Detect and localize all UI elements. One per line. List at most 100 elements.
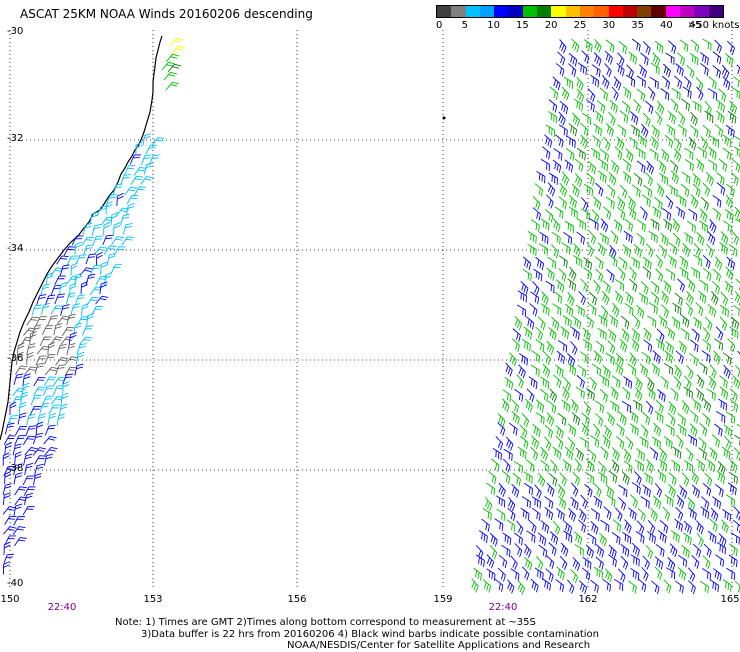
wind-barb: [581, 567, 591, 581]
wind-barb: [55, 356, 69, 366]
wind-barb: [66, 313, 76, 326]
wind-barb: [502, 532, 512, 546]
wind-barb: [727, 338, 736, 353]
wind-barb: [24, 366, 38, 376]
lon-label-162: 162: [578, 594, 598, 605]
wind-barb: [22, 475, 35, 486]
wind-barb: [76, 343, 87, 355]
wind-barb: [732, 375, 740, 390]
wind-barb: [659, 447, 668, 462]
wind-barb: [552, 520, 561, 535]
wind-barb: [486, 482, 496, 496]
wind-barb: [642, 555, 650, 570]
wind-barb: [576, 88, 585, 103]
wind-barb: [549, 388, 557, 403]
wind-barb: [638, 292, 648, 306]
wind-barb: [521, 338, 531, 352]
wind-barb: [617, 568, 626, 583]
wind-barb: [698, 362, 708, 375]
wind-barb: [728, 471, 738, 485]
wind-barb: [677, 111, 686, 126]
wind-barb: [514, 316, 523, 331]
wind-barb: [673, 75, 683, 90]
wind-barb: [734, 580, 740, 595]
wind-barb: [44, 353, 56, 365]
wind-barb: [622, 244, 632, 258]
wind-barb: [524, 543, 532, 558]
wind-barb: [624, 218, 633, 232]
wind-barb: [606, 269, 615, 283]
wind-barb: [611, 459, 620, 474]
wind-barb: [734, 365, 740, 380]
wind-barb: [679, 485, 688, 499]
wind-barb: [43, 453, 54, 466]
lon-label-165: 165: [720, 594, 740, 605]
wind-barb: [714, 256, 723, 271]
wind-barb: [696, 458, 706, 472]
wind-barb: [666, 326, 676, 341]
wind-barb: [719, 386, 729, 400]
wind-barb: [585, 471, 595, 485]
wind-barb: [699, 220, 709, 234]
wind-barb: [572, 556, 581, 571]
wind-barb: [551, 231, 561, 245]
wind-barb: [524, 556, 533, 571]
wind-barb: [599, 232, 609, 246]
wind-barb: [556, 508, 565, 522]
wind-barb: [583, 183, 594, 197]
wind-barb: [605, 352, 615, 366]
legend-swatch: [594, 6, 609, 17]
wind-barb: [714, 124, 724, 138]
wind-barb: [527, 243, 537, 256]
wind-barb: [535, 399, 545, 413]
wind-barb: [639, 64, 648, 79]
wind-barb: [609, 99, 618, 114]
wind-barb: [593, 123, 603, 137]
wind-barb: [668, 401, 677, 415]
wind-barb: [538, 243, 549, 256]
wind-barb: [541, 291, 549, 306]
wind-barb: [608, 470, 618, 484]
wind-barb: [628, 206, 637, 221]
island-dot: [442, 116, 446, 120]
wind-barb: [727, 110, 737, 124]
wind-barb: [2, 506, 16, 515]
wind-barb: [701, 568, 712, 581]
wind-barb: [647, 520, 656, 535]
wind-barb: [724, 280, 733, 295]
wind-barb: [56, 255, 69, 265]
wind-barb: [17, 342, 25, 356]
wind-barb: [700, 580, 710, 594]
wind-barb: [86, 313, 95, 326]
wind-barb: [722, 76, 731, 90]
wind-barb: [647, 315, 657, 328]
wind-barb: [601, 75, 610, 90]
wind-barb: [586, 458, 595, 473]
legend-swatch: [522, 6, 538, 17]
wind-barb: [602, 434, 611, 449]
wind-barb: [679, 39, 689, 53]
wind-barb: [682, 243, 691, 258]
wind-barb: [700, 52, 709, 66]
wind-barb: [630, 256, 640, 270]
wind-barb: [61, 326, 75, 337]
wind-barb: [15, 425, 28, 436]
wind-barb: [637, 508, 646, 522]
wind-barb: [665, 567, 676, 580]
wind-barb: [510, 568, 520, 581]
wind-barb: [719, 375, 728, 389]
wind-barb: [130, 175, 144, 185]
wind-barb: [662, 208, 672, 221]
wind-barb: [502, 458, 511, 473]
wind-barb: [531, 350, 541, 363]
wind-barb: [663, 362, 674, 376]
wind-barb: [528, 519, 537, 534]
wind-barb: [2, 452, 10, 466]
wind-barb: [675, 350, 684, 365]
wind-barb: [50, 395, 65, 405]
wind-barb: [33, 473, 42, 486]
wind-barb: [729, 100, 738, 115]
wind-barb: [509, 352, 517, 367]
wind-barb: [106, 252, 116, 265]
wind-barb: [632, 314, 641, 330]
